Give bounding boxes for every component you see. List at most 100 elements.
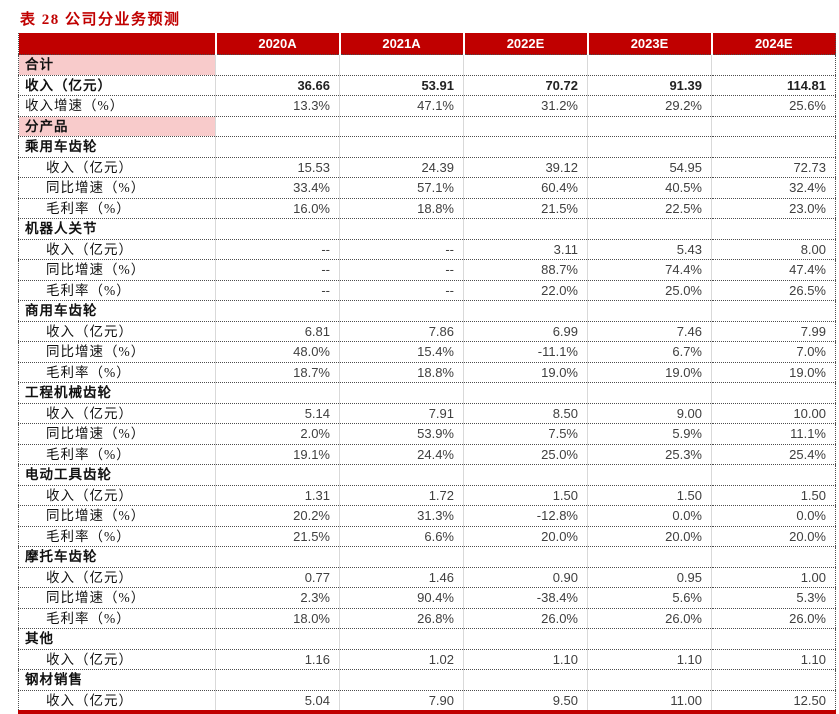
table-row: 收入（亿元） 36.66 53.91 70.72 91.39 114.81 bbox=[18, 74, 836, 96]
cell-value: 25.0% bbox=[463, 443, 588, 465]
cell-value bbox=[215, 218, 340, 239]
cell-value bbox=[587, 628, 712, 649]
cell-value: 91.39 bbox=[587, 74, 712, 96]
table-row: 收入（亿元） 5.14 7.91 8.50 9.00 10.00 bbox=[18, 402, 836, 424]
cell-value bbox=[215, 669, 340, 690]
cell-value: 7.46 bbox=[587, 320, 712, 342]
cell-value: 7.0% bbox=[711, 341, 836, 362]
row-label: 收入（亿元） bbox=[18, 566, 216, 588]
cell-value: 6.7% bbox=[587, 341, 712, 362]
table-row: 同比增速（%） -- -- 88.7% 74.4% 47.4% bbox=[18, 259, 836, 280]
table-row: 收入（亿元） -- -- 3.11 5.43 8.00 bbox=[18, 238, 836, 260]
cell-value bbox=[463, 54, 588, 75]
cell-value: 26.5% bbox=[711, 279, 836, 301]
cell-value: 3.11 bbox=[463, 238, 588, 260]
cell-value: 20.0% bbox=[587, 525, 712, 547]
cell-value: 1.10 bbox=[463, 648, 588, 670]
cell-value: 33.4% bbox=[215, 177, 340, 198]
cell-value: 9.00 bbox=[587, 402, 712, 424]
cell-value: 11.00 bbox=[587, 689, 712, 712]
row-label: 收入（亿元） bbox=[18, 484, 216, 506]
header-cell-year: 2021A bbox=[338, 33, 464, 55]
table-row: 收入（亿元） 1.16 1.02 1.10 1.10 1.10 bbox=[18, 648, 836, 670]
cell-value: 74.4% bbox=[587, 259, 712, 280]
cell-value: 26.8% bbox=[339, 607, 464, 629]
cell-value: 25.4% bbox=[711, 443, 836, 465]
cell-value bbox=[215, 628, 340, 649]
table-row: 电动工具齿轮 bbox=[18, 464, 836, 485]
row-label: 摩托车齿轮 bbox=[18, 546, 216, 567]
cell-value: 1.16 bbox=[215, 648, 340, 670]
cell-value: 31.2% bbox=[463, 95, 588, 116]
table-row: 收入（亿元） 0.77 1.46 0.90 0.95 1.00 bbox=[18, 566, 836, 588]
cell-value bbox=[339, 464, 464, 485]
cell-value: 18.0% bbox=[215, 607, 340, 629]
row-label: 收入（亿元） bbox=[18, 238, 216, 260]
table-row: 毛利率（%） 19.1% 24.4% 25.0% 25.3% 25.4% bbox=[18, 443, 836, 465]
cell-value: 32.4% bbox=[711, 177, 836, 198]
cell-value: -11.1% bbox=[463, 341, 588, 362]
cell-value: 47.1% bbox=[339, 95, 464, 116]
cell-value: 114.81 bbox=[711, 74, 836, 96]
cell-value: 5.3% bbox=[711, 587, 836, 608]
table-header: 2020A 2021A 2022E 2023E 2024E bbox=[18, 33, 836, 55]
row-label: 乘用车齿轮 bbox=[18, 136, 216, 157]
cell-value bbox=[215, 115, 340, 137]
cell-value bbox=[711, 669, 836, 690]
cell-value bbox=[463, 218, 588, 239]
cell-value: 19.0% bbox=[711, 361, 836, 383]
cell-value: -- bbox=[215, 279, 340, 301]
header-cell-year: 2020A bbox=[214, 33, 340, 55]
table-row: 工程机械齿轮 bbox=[18, 382, 836, 403]
cell-value: 53.91 bbox=[339, 74, 464, 96]
cell-value: 0.0% bbox=[711, 505, 836, 526]
cell-value: 18.7% bbox=[215, 361, 340, 383]
cell-value: 1.10 bbox=[711, 648, 836, 670]
cell-value: 25.6% bbox=[711, 95, 836, 116]
cell-value: 18.8% bbox=[339, 361, 464, 383]
table-row: 分产品 bbox=[18, 115, 836, 137]
header-cell-year: 2023E bbox=[586, 33, 712, 55]
row-label: 同比增速（%） bbox=[18, 587, 216, 608]
row-label: 收入（亿元） bbox=[18, 74, 216, 96]
cell-value bbox=[215, 300, 340, 321]
cell-value: 2.3% bbox=[215, 587, 340, 608]
cell-value: 24.4% bbox=[339, 443, 464, 465]
cell-value bbox=[463, 382, 588, 403]
cell-value: 29.2% bbox=[587, 95, 712, 116]
cell-value bbox=[463, 669, 588, 690]
cell-value bbox=[711, 382, 836, 403]
cell-value: 1.00 bbox=[711, 566, 836, 588]
table-row: 同比增速（%） 2.3% 90.4% -38.4% 5.6% 5.3% bbox=[18, 587, 836, 608]
row-label: 同比增速（%） bbox=[18, 505, 216, 526]
cell-value: 0.95 bbox=[587, 566, 712, 588]
cell-value: 1.50 bbox=[463, 484, 588, 506]
cell-value: 5.14 bbox=[215, 402, 340, 424]
cell-value: 1.02 bbox=[339, 648, 464, 670]
cell-value bbox=[587, 115, 712, 137]
cell-value bbox=[463, 464, 588, 485]
cell-value bbox=[339, 136, 464, 157]
cell-value: -- bbox=[339, 238, 464, 260]
header-cell-year: 2024E bbox=[710, 33, 836, 55]
row-label: 毛利率（%） bbox=[18, 443, 216, 465]
cell-value bbox=[463, 628, 588, 649]
cell-value: 40.5% bbox=[587, 177, 712, 198]
cell-value bbox=[463, 300, 588, 321]
cell-value: 5.04 bbox=[215, 689, 340, 712]
cell-value: 88.7% bbox=[463, 259, 588, 280]
cell-value bbox=[711, 464, 836, 485]
row-label: 毛利率（%） bbox=[18, 279, 216, 301]
cell-value bbox=[711, 300, 836, 321]
cell-value: 60.4% bbox=[463, 177, 588, 198]
table-row: 毛利率（%） -- -- 22.0% 25.0% 26.5% bbox=[18, 279, 836, 301]
cell-value bbox=[711, 115, 836, 137]
cell-value bbox=[587, 218, 712, 239]
cell-value: 22.5% bbox=[587, 197, 712, 219]
table-row: 钢材销售 bbox=[18, 669, 836, 690]
cell-value: 54.95 bbox=[587, 156, 712, 178]
row-label: 机器人关节 bbox=[18, 218, 216, 239]
row-label: 同比增速（%） bbox=[18, 341, 216, 362]
cell-value: 20.2% bbox=[215, 505, 340, 526]
row-label: 钢材销售 bbox=[18, 669, 216, 690]
